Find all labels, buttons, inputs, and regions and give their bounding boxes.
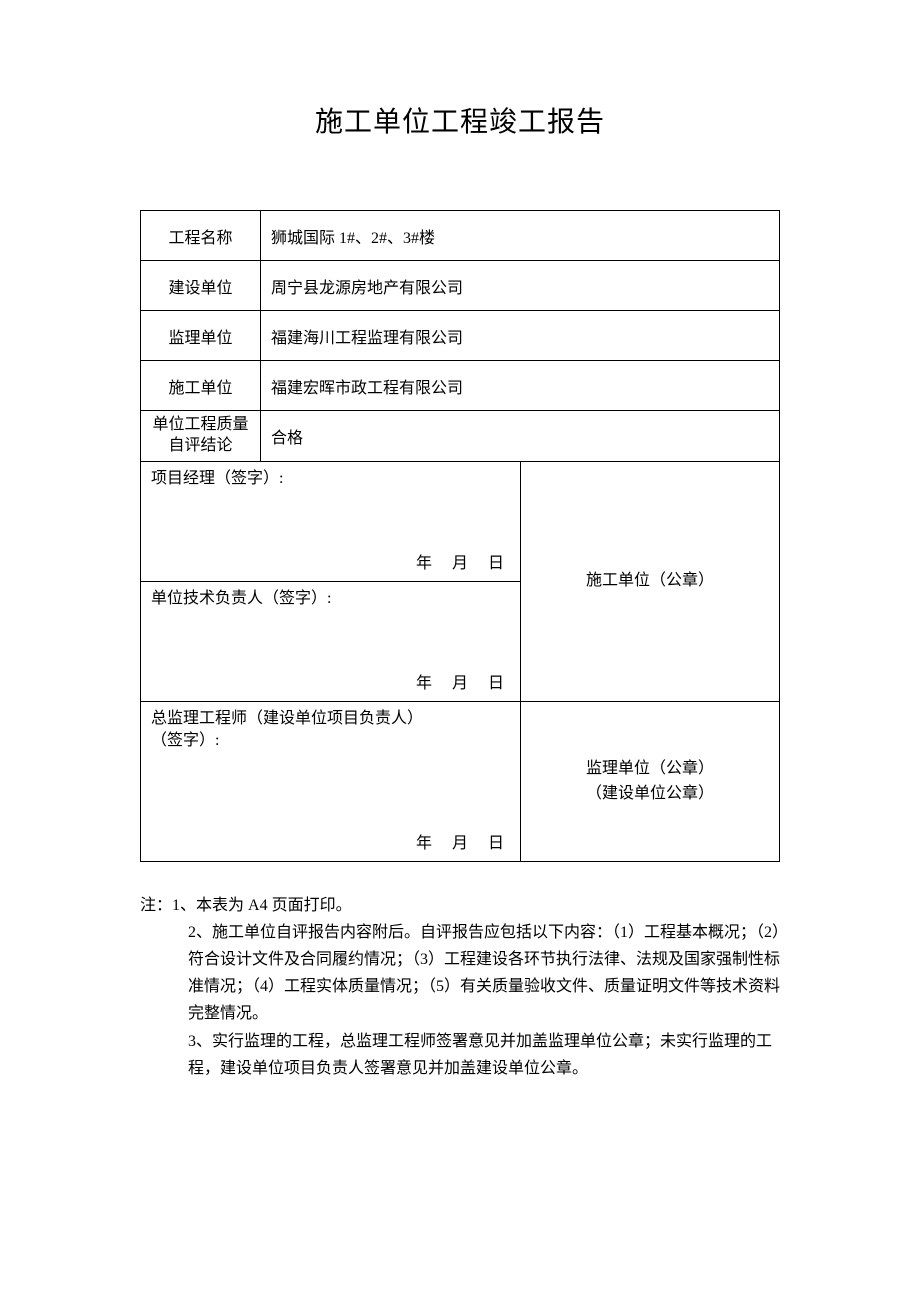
label-contractor: 施工单位 [141,361,261,411]
notes-item1: 1、本表为 A4 页面打印。 [172,892,352,919]
sig-pm-label: 项目经理（签字）: [151,468,510,490]
value-construction-unit: 周宁县龙源房地产有限公司 [261,261,780,311]
contractor-seal-cell: 施工单位（公章） [521,461,780,701]
sig-pm-cell: 项目经理（签字）: 年 月 日 [141,461,521,581]
row-construction-unit: 建设单位 周宁县龙源房地产有限公司 [141,261,780,311]
supervision-seal-line2: （建设单位公章） [586,785,714,802]
notes-line1: 注： 1、本表为 A4 页面打印。 [140,892,780,919]
sig-tech-label: 单位技术负责人（签字）: [151,588,510,610]
sig-supervisor-label-line1: 总监理工程师（建设单位项目负责人） [151,710,423,727]
notes-prefix: 注： [140,892,172,919]
sig-supervisor-cell: 总监理工程师（建设单位项目负责人） （签字）: 年 月 日 [141,701,521,861]
row-sig-pm: 项目经理（签字）: 年 月 日 施工单位（公章） [141,461,780,581]
page-title: 施工单位工程竣工报告 [140,100,780,140]
label-project-name: 工程名称 [141,211,261,261]
notes-item2: 2、施工单位自评报告内容附后。自评报告应包括以下内容：（1）工程基本概况；（2）… [140,919,780,1028]
report-table: 工程名称 狮城国际 1#、2#、3#楼 建设单位 周宁县龙源房地产有限公司 监理… [140,210,780,862]
row-contractor: 施工单位 福建宏晖市政工程有限公司 [141,361,780,411]
sig-supervisor-label-line2: （签字）: [151,732,219,749]
label-quality-self-line1: 单位工程质量 [152,416,248,433]
row-project-name: 工程名称 狮城国际 1#、2#、3#楼 [141,211,780,261]
supervision-seal-line1: 监理单位（公章） [586,760,714,777]
sig-tech-cell: 单位技术负责人（签字）: 年 月 日 [141,581,521,701]
supervision-seal-cell: 监理单位（公章） （建设单位公章） [521,701,780,861]
sig-supervisor-date: 年 月 日 [416,829,506,853]
row-quality-self: 单位工程质量 自评结论 合格 [141,411,780,462]
label-supervision-unit: 监理单位 [141,311,261,361]
row-supervision-unit: 监理单位 福建海川工程监理有限公司 [141,311,780,361]
value-contractor: 福建宏晖市政工程有限公司 [261,361,780,411]
value-quality-self: 合格 [261,411,780,462]
row-sig-supervisor: 总监理工程师（建设单位项目负责人） （签字）: 年 月 日 监理单位（公章） （… [141,701,780,861]
label-quality-self-line2: 自评结论 [168,437,232,454]
notes-section: 注： 1、本表为 A4 页面打印。 2、施工单位自评报告内容附后。自评报告应包括… [140,892,780,1082]
value-supervision-unit: 福建海川工程监理有限公司 [261,311,780,361]
sig-tech-date: 年 月 日 [416,669,506,693]
sig-supervisor-label: 总监理工程师（建设单位项目负责人） （签字）: [151,708,510,753]
label-construction-unit: 建设单位 [141,261,261,311]
sig-pm-date: 年 月 日 [416,549,506,573]
value-project-name: 狮城国际 1#、2#、3#楼 [261,211,780,261]
notes-item3: 3、实行监理的工程，总监理工程师签署意见并加盖监理单位公章；未实行监理的工程，建… [140,1028,780,1082]
contractor-seal-text: 施工单位（公章） [586,572,714,589]
label-quality-self: 单位工程质量 自评结论 [141,411,261,462]
